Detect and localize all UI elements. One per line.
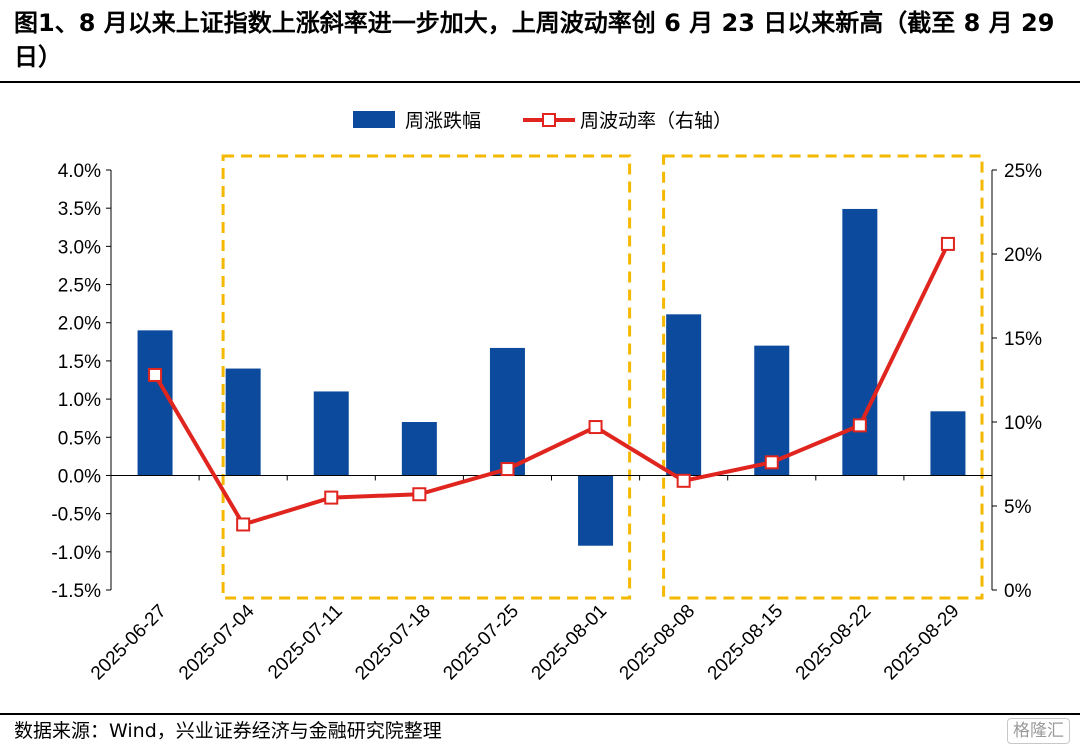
bar-2025-07-04 <box>225 368 261 476</box>
left-tick-label: -0.5% <box>51 505 101 526</box>
x-tick-label: 2025-08-15 <box>704 601 788 685</box>
line-point-2025-07-25 <box>500 462 515 477</box>
right-tick-label: 10% <box>1004 413 1042 434</box>
right-tick-label: 25% <box>1004 161 1042 182</box>
line-point-2025-08-01 <box>588 420 603 435</box>
top-rule <box>0 81 1080 83</box>
left-tick-label: 2.5% <box>58 276 101 297</box>
volatility-line <box>153 243 950 527</box>
right-tick-label: 20% <box>1004 245 1042 266</box>
left-tick-label: 0.0% <box>58 466 101 487</box>
chart: 4.0% 3.5% 3.0% 2.5% 2.0% 1.5% 1.0% 0.5% 0.0% -0.5… <box>51 110 1042 684</box>
right-tick-label: 5% <box>1004 497 1032 518</box>
x-tick-label: 2025-07-25 <box>439 601 523 685</box>
data-source: 数据来源：Wind，兴业证券经济与金融研究院整理 <box>14 720 442 742</box>
highlight-box-2 <box>662 154 984 600</box>
x-tick-label: 2025-08-22 <box>792 601 876 685</box>
line-point-2025-08-15 <box>764 455 779 470</box>
bar-series <box>137 208 966 546</box>
legend-swatch-bar <box>353 111 395 128</box>
bar-2025-08-29 <box>930 411 966 476</box>
x-tick-label: 2025-07-18 <box>351 601 435 685</box>
left-tick-label: 1.0% <box>58 390 101 411</box>
x-tick-label: 2025-08-29 <box>880 601 964 685</box>
x-tick-label: 2025-08-01 <box>528 601 612 685</box>
right-tick-label: 0% <box>1004 581 1032 602</box>
chart-title: 图1、8 月以来上证指数上涨斜率进一步加大，上周波动率创 6 月 23 日以来新… <box>14 9 1055 71</box>
watermark-logo: 格隆汇 <box>1007 718 1070 744</box>
x-tick-label: 2025-06-27 <box>87 601 171 685</box>
bar-2025-08-15 <box>754 345 790 476</box>
bar-2025-08-22 <box>842 208 878 476</box>
bar-2025-08-08 <box>666 314 702 476</box>
line-point-2025-08-22 <box>852 418 867 433</box>
line-point-2025-08-08 <box>676 473 691 488</box>
x-tick-label: 2025-07-11 <box>264 601 347 684</box>
bar-2025-08-01 <box>578 475 614 546</box>
legend-label-line: 周波动率（右轴） <box>580 110 732 132</box>
legend-swatch-marker <box>542 113 556 127</box>
axes: 4.0% 3.5% 3.0% 2.5% 2.0% 1.5% 1.0% 0.5% 0.0% -0.5… <box>51 161 1042 684</box>
highlight-boxes <box>221 154 984 600</box>
line-series <box>148 236 955 532</box>
legend-label-bar: 周涨跌幅 <box>405 110 481 132</box>
bar-2025-07-18 <box>401 422 437 476</box>
line-point-2025-07-11 <box>324 490 339 505</box>
left-tick-label: 2.0% <box>58 314 101 335</box>
x-tick-label: 2025-07-04 <box>175 600 259 684</box>
legend: 周涨跌幅 周波动率（右轴） <box>353 110 732 132</box>
bar-2025-06-27 <box>137 330 173 476</box>
line-point-2025-07-18 <box>412 487 427 502</box>
line-point-2025-08-29 <box>940 236 955 251</box>
left-tick-label: -1.0% <box>51 543 101 564</box>
bar-2025-07-11 <box>313 391 349 476</box>
left-tick-label: 4.0% <box>58 161 101 182</box>
left-tick-label: -1.5% <box>51 581 101 602</box>
line-point-2025-07-04 <box>236 517 251 532</box>
bottom-rule <box>0 713 1080 715</box>
bar-2025-07-25 <box>489 347 525 476</box>
left-tick-label: 3.0% <box>58 237 101 258</box>
x-tick-label: 2025-08-08 <box>616 601 700 685</box>
left-tick-label: 1.5% <box>58 352 101 373</box>
highlight-box-1 <box>221 154 632 600</box>
left-tick-label: 3.5% <box>58 199 101 220</box>
right-tick-label: 15% <box>1004 329 1042 350</box>
left-tick-label: 0.5% <box>58 428 101 449</box>
line-point-2025-06-27 <box>148 367 163 382</box>
